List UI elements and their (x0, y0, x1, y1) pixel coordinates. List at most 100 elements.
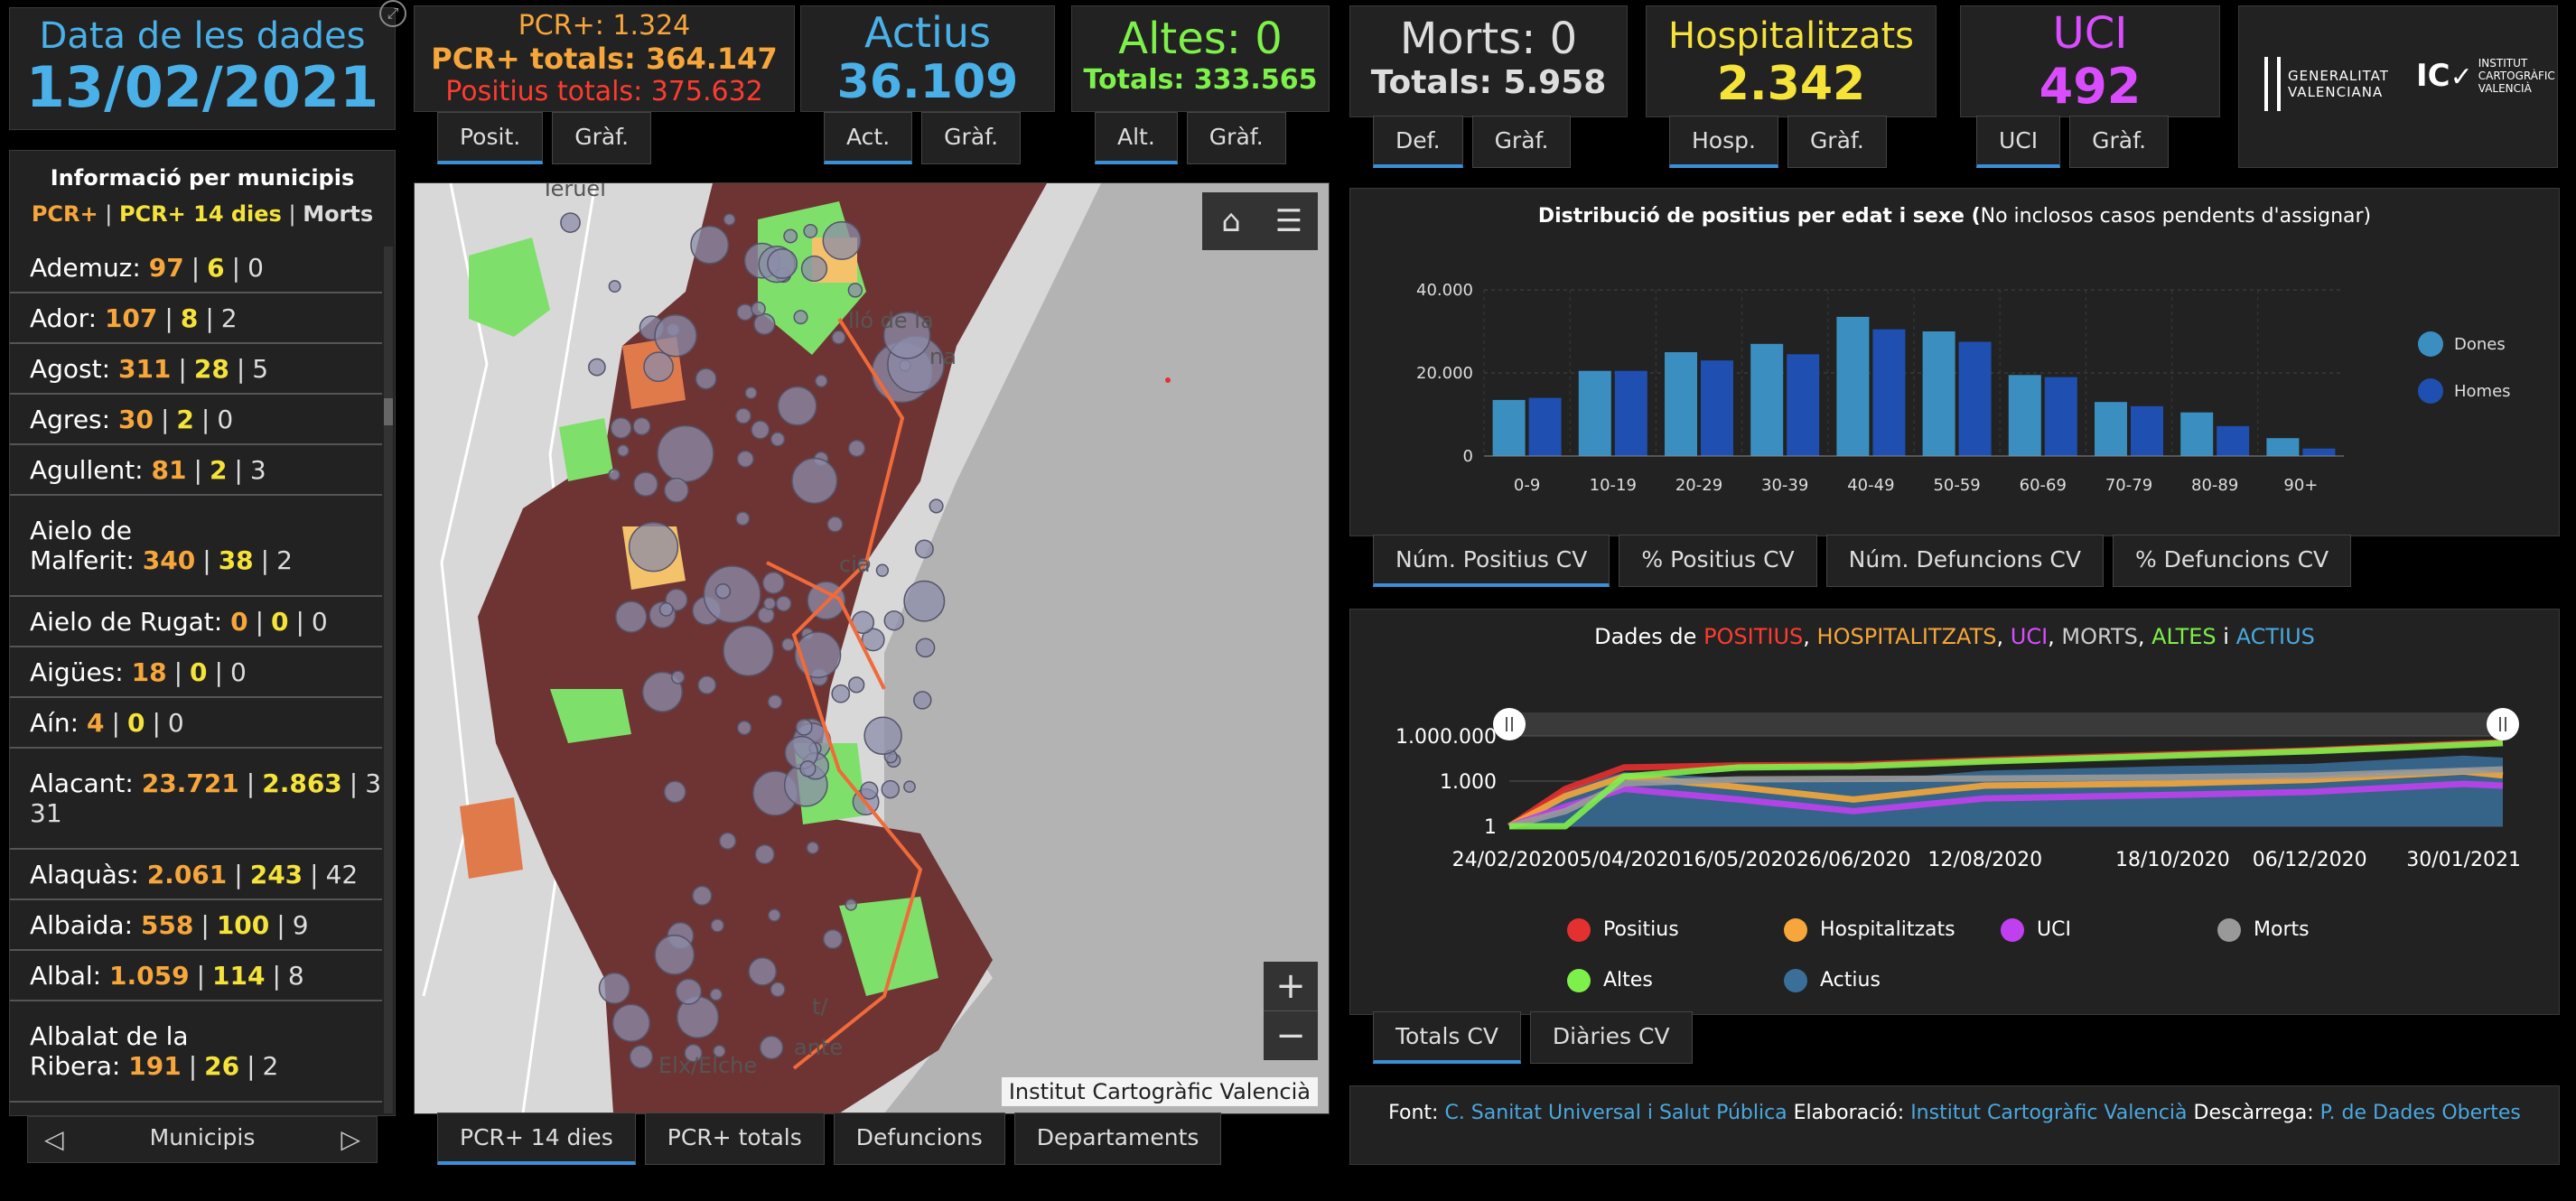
source-font-link[interactable]: C. Sanitat Universal i Salut Pública (1444, 1102, 1787, 1124)
tab-num-positius[interactable]: Núm. Positius CV (1373, 535, 1610, 587)
tab-hosp-graf[interactable]: Gràf. (1787, 116, 1887, 168)
map-label-alacant: t/ (812, 994, 828, 1019)
tab-act-graf[interactable]: Gràf. (921, 112, 1022, 164)
tab-act[interactable]: Act. (824, 112, 913, 164)
legend-item[interactable]: Hospitalitzats (1784, 918, 2001, 969)
scrollbar-thumb[interactable] (384, 398, 393, 425)
bar-homes (2217, 425, 2250, 456)
map-bubble (703, 565, 761, 624)
list-item[interactable]: Alacant: 23.721 | 2.863 | 3 31 (10, 749, 382, 850)
map-region-green (839, 897, 938, 996)
list-item[interactable]: Aielo de Malferit: 340 | 38 | 2 (10, 496, 382, 597)
tab-alt-graf[interactable]: Gràf. (1186, 112, 1286, 164)
list-item[interactable]: Ador: 107 | 8 | 2 (10, 293, 382, 344)
map-region-green (559, 418, 613, 481)
prev-arrow-icon[interactable]: ◁ (44, 1124, 64, 1154)
tab-hosp[interactable]: Hosp. (1669, 116, 1778, 168)
map-panel[interactable]: Teruel lló de la na cia t/ ante Elx/Elch… (414, 182, 1330, 1114)
map-bubble (883, 610, 905, 631)
list-item[interactable]: Aigües: 18 | 0 | 0 (10, 647, 382, 698)
source-desc-link[interactable]: P. de Dades Obertes (2319, 1102, 2521, 1124)
pcr-value: 18 (131, 656, 167, 687)
legend-label: Altes (1603, 969, 1653, 992)
list-item[interactable]: Albalat delsSorells: 200|16|1 (10, 1103, 382, 1115)
list-item[interactable]: Agullent: 81 | 2 | 3 (10, 445, 382, 496)
list-item[interactable]: Aín: 4 | 0 | 0 (10, 698, 382, 749)
tab-pct-positius[interactable]: % Positius CV (1619, 535, 1817, 587)
tab-def[interactable]: Def. (1373, 116, 1463, 168)
expand-icon[interactable]: ⤢ (379, 0, 406, 27)
legend-sep: | (281, 201, 303, 227)
legend-dot-icon (2217, 918, 2241, 942)
list-item[interactable]: Albaida: 558 | 100 | 9 (10, 900, 382, 951)
tab-pcr14[interactable]: PCR+ 14 dies (437, 1113, 636, 1165)
list-item[interactable]: Ademuz: 97 | 6 | 0 (10, 243, 382, 293)
tab-uci[interactable]: UCI (1976, 116, 2061, 168)
legend-item[interactable]: UCI (2001, 918, 2217, 969)
date-panel: Data de les dades 13/02/2021 (9, 7, 396, 130)
tab-posit[interactable]: Posit. (437, 112, 544, 164)
legend-item[interactable]: Positius (1567, 918, 1784, 969)
legend-item[interactable]: Actius (1784, 969, 2001, 1019)
map-canvas[interactable]: Teruel lló de la na cia t/ ante Elx/Elch… (415, 183, 1329, 1113)
scrollbar[interactable] (384, 247, 393, 1113)
zoom-out-icon[interactable]: − (1275, 1015, 1306, 1057)
legend-item[interactable]: Morts (2217, 918, 2434, 969)
map-bubble (881, 779, 901, 799)
x-tick-label: 12/08/2020 (1927, 849, 2042, 871)
tab-uci-graf[interactable]: Gràf. (2069, 116, 2170, 168)
municipality-list[interactable]: Ademuz: 97 | 6 | 0 Ador: 107 | 8 | 2 Agost: 311 | 28… (10, 243, 382, 1115)
map-bubble (794, 631, 842, 678)
map-bubble (826, 516, 844, 533)
morts-totals: Totals: 5.958 (1370, 64, 1607, 101)
tab-totals-cv[interactable]: Totals CV (1373, 1011, 1521, 1064)
map-bubble (748, 956, 778, 986)
range-slider-handle-icon[interactable] (1493, 708, 1526, 740)
list-item[interactable]: Albalat de la Ribera: 191 | 26 | 2 (10, 1001, 382, 1103)
map-bubble (629, 1045, 654, 1069)
layer-list-icon[interactable]: ☰ (1274, 203, 1303, 239)
list-item[interactable]: Aielo de Rugat: 0 | 0 | 0 (10, 597, 382, 647)
tab-defuncions[interactable]: Defuncions (833, 1113, 1005, 1165)
x-tick-label: 30-39 (1761, 476, 1808, 495)
x-tick-label: 05/04/2020 (1567, 849, 1682, 871)
tab-num-defuncions[interactable]: Núm. Defuncions CV (1825, 535, 2104, 587)
timeline-title-part: , (2137, 624, 2152, 649)
tab-pct-defuncions[interactable]: % Defuncions CV (2112, 535, 2352, 587)
map-bubble (783, 228, 798, 244)
timeline-title-part: POSITIUS (1703, 624, 1804, 649)
range-slider-handle-icon[interactable] (2487, 708, 2519, 740)
bar-dones (1492, 399, 1526, 456)
source-elab-link[interactable]: Institut Cartogràfic Valencià (1910, 1102, 2188, 1124)
list-item[interactable]: Agost: 311 | 28 | 5 (10, 344, 382, 395)
pcr-value: 311 (117, 353, 172, 384)
pcr-daily: PCR+: 1.324 (518, 10, 691, 42)
tab-pcr-totals[interactable]: PCR+ totals (644, 1113, 825, 1165)
list-item[interactable]: Alaquàs: 2.061 | 243 | 42 (10, 850, 382, 900)
tab-def-graf[interactable]: Gràf. (1471, 116, 1572, 168)
map-bubble (588, 358, 606, 377)
list-item[interactable]: Albal: 1.059 | 114 | 8 (10, 951, 382, 1001)
tab-departaments[interactable]: Departaments (1013, 1113, 1222, 1165)
map-bubble (770, 432, 786, 447)
next-arrow-icon[interactable]: ▷ (341, 1124, 360, 1154)
x-tick-label: 24/02/2020 (1452, 849, 1567, 871)
x-tick-label: 50-59 (1933, 476, 1980, 495)
map-bubble (632, 417, 651, 436)
morts-tabbar: Def. Gràf. (1373, 116, 1572, 168)
list-item[interactable]: Agres: 30 | 2 | 0 (10, 395, 382, 445)
tab-alt[interactable]: Alt. (1095, 112, 1178, 164)
tab-posit-graf[interactable]: Gràf. (552, 112, 652, 164)
legend-dot-icon (1784, 918, 1807, 942)
timeline-title-part: MORTS (2061, 624, 2138, 649)
range-slider-track[interactable] (1509, 712, 2503, 736)
morts-label: Morts: 0 (1399, 14, 1578, 64)
tab-diaries-cv[interactable]: Diàries CV (1529, 1011, 1693, 1064)
zoom-in-icon[interactable]: + (1264, 962, 1318, 1011)
map-bubble (781, 638, 796, 652)
home-icon[interactable]: ⌂ (1221, 203, 1241, 239)
timeline-chart[interactable]: 1 1.000 1.000.000 24/02/2020 05/04/2020 16/05… (1350, 691, 2559, 908)
map-bubble (929, 498, 944, 514)
legend-item[interactable]: Altes (1567, 969, 1784, 1019)
y-tick-label: 0 (1463, 447, 1473, 466)
